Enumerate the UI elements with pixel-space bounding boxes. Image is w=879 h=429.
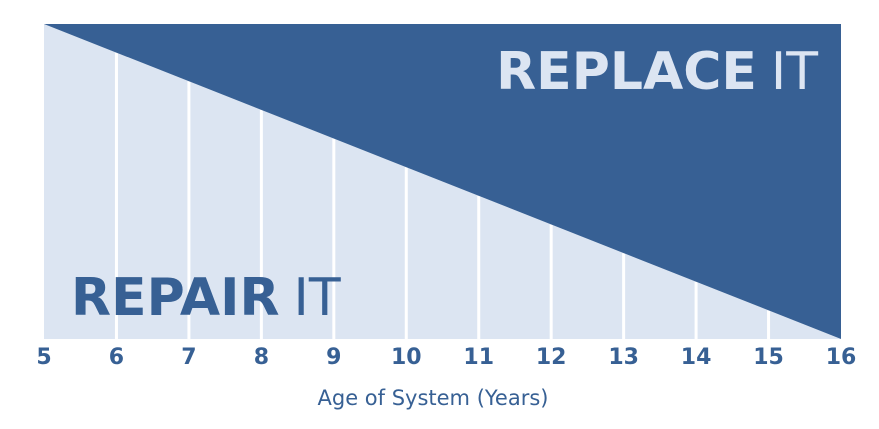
x-tick-label: 9: [326, 345, 341, 370]
x-tick-label: 13: [608, 345, 639, 370]
x-tick-label: 8: [254, 345, 269, 370]
x-tick-label: 5: [36, 345, 51, 370]
x-axis-ticks: 5 6 7 8 9 10 11 12 13 14 15 16: [36, 345, 856, 370]
repair-label-light: IT: [294, 268, 341, 328]
x-tick-label: 14: [681, 345, 712, 370]
x-tick-label: 10: [391, 345, 422, 370]
gridlines: [114, 52, 771, 339]
x-tick-label: 15: [753, 345, 784, 370]
x-tick-label: 16: [826, 345, 857, 370]
x-tick-label: 11: [463, 345, 494, 370]
replace-zone: [44, 24, 841, 339]
x-tick-label: 12: [536, 345, 567, 370]
x-axis-label: Age of System (Years): [318, 386, 549, 410]
repair-label-bold: REPAIR: [71, 268, 280, 328]
replace-it-label: REPLACE IT: [496, 42, 818, 102]
replace-label-bold: REPLACE: [496, 42, 757, 102]
replace-label-light: IT: [771, 42, 818, 102]
x-tick-label: 7: [181, 345, 196, 370]
x-tick-label: 6: [109, 345, 124, 370]
repair-it-label: REPAIR IT: [71, 268, 341, 328]
